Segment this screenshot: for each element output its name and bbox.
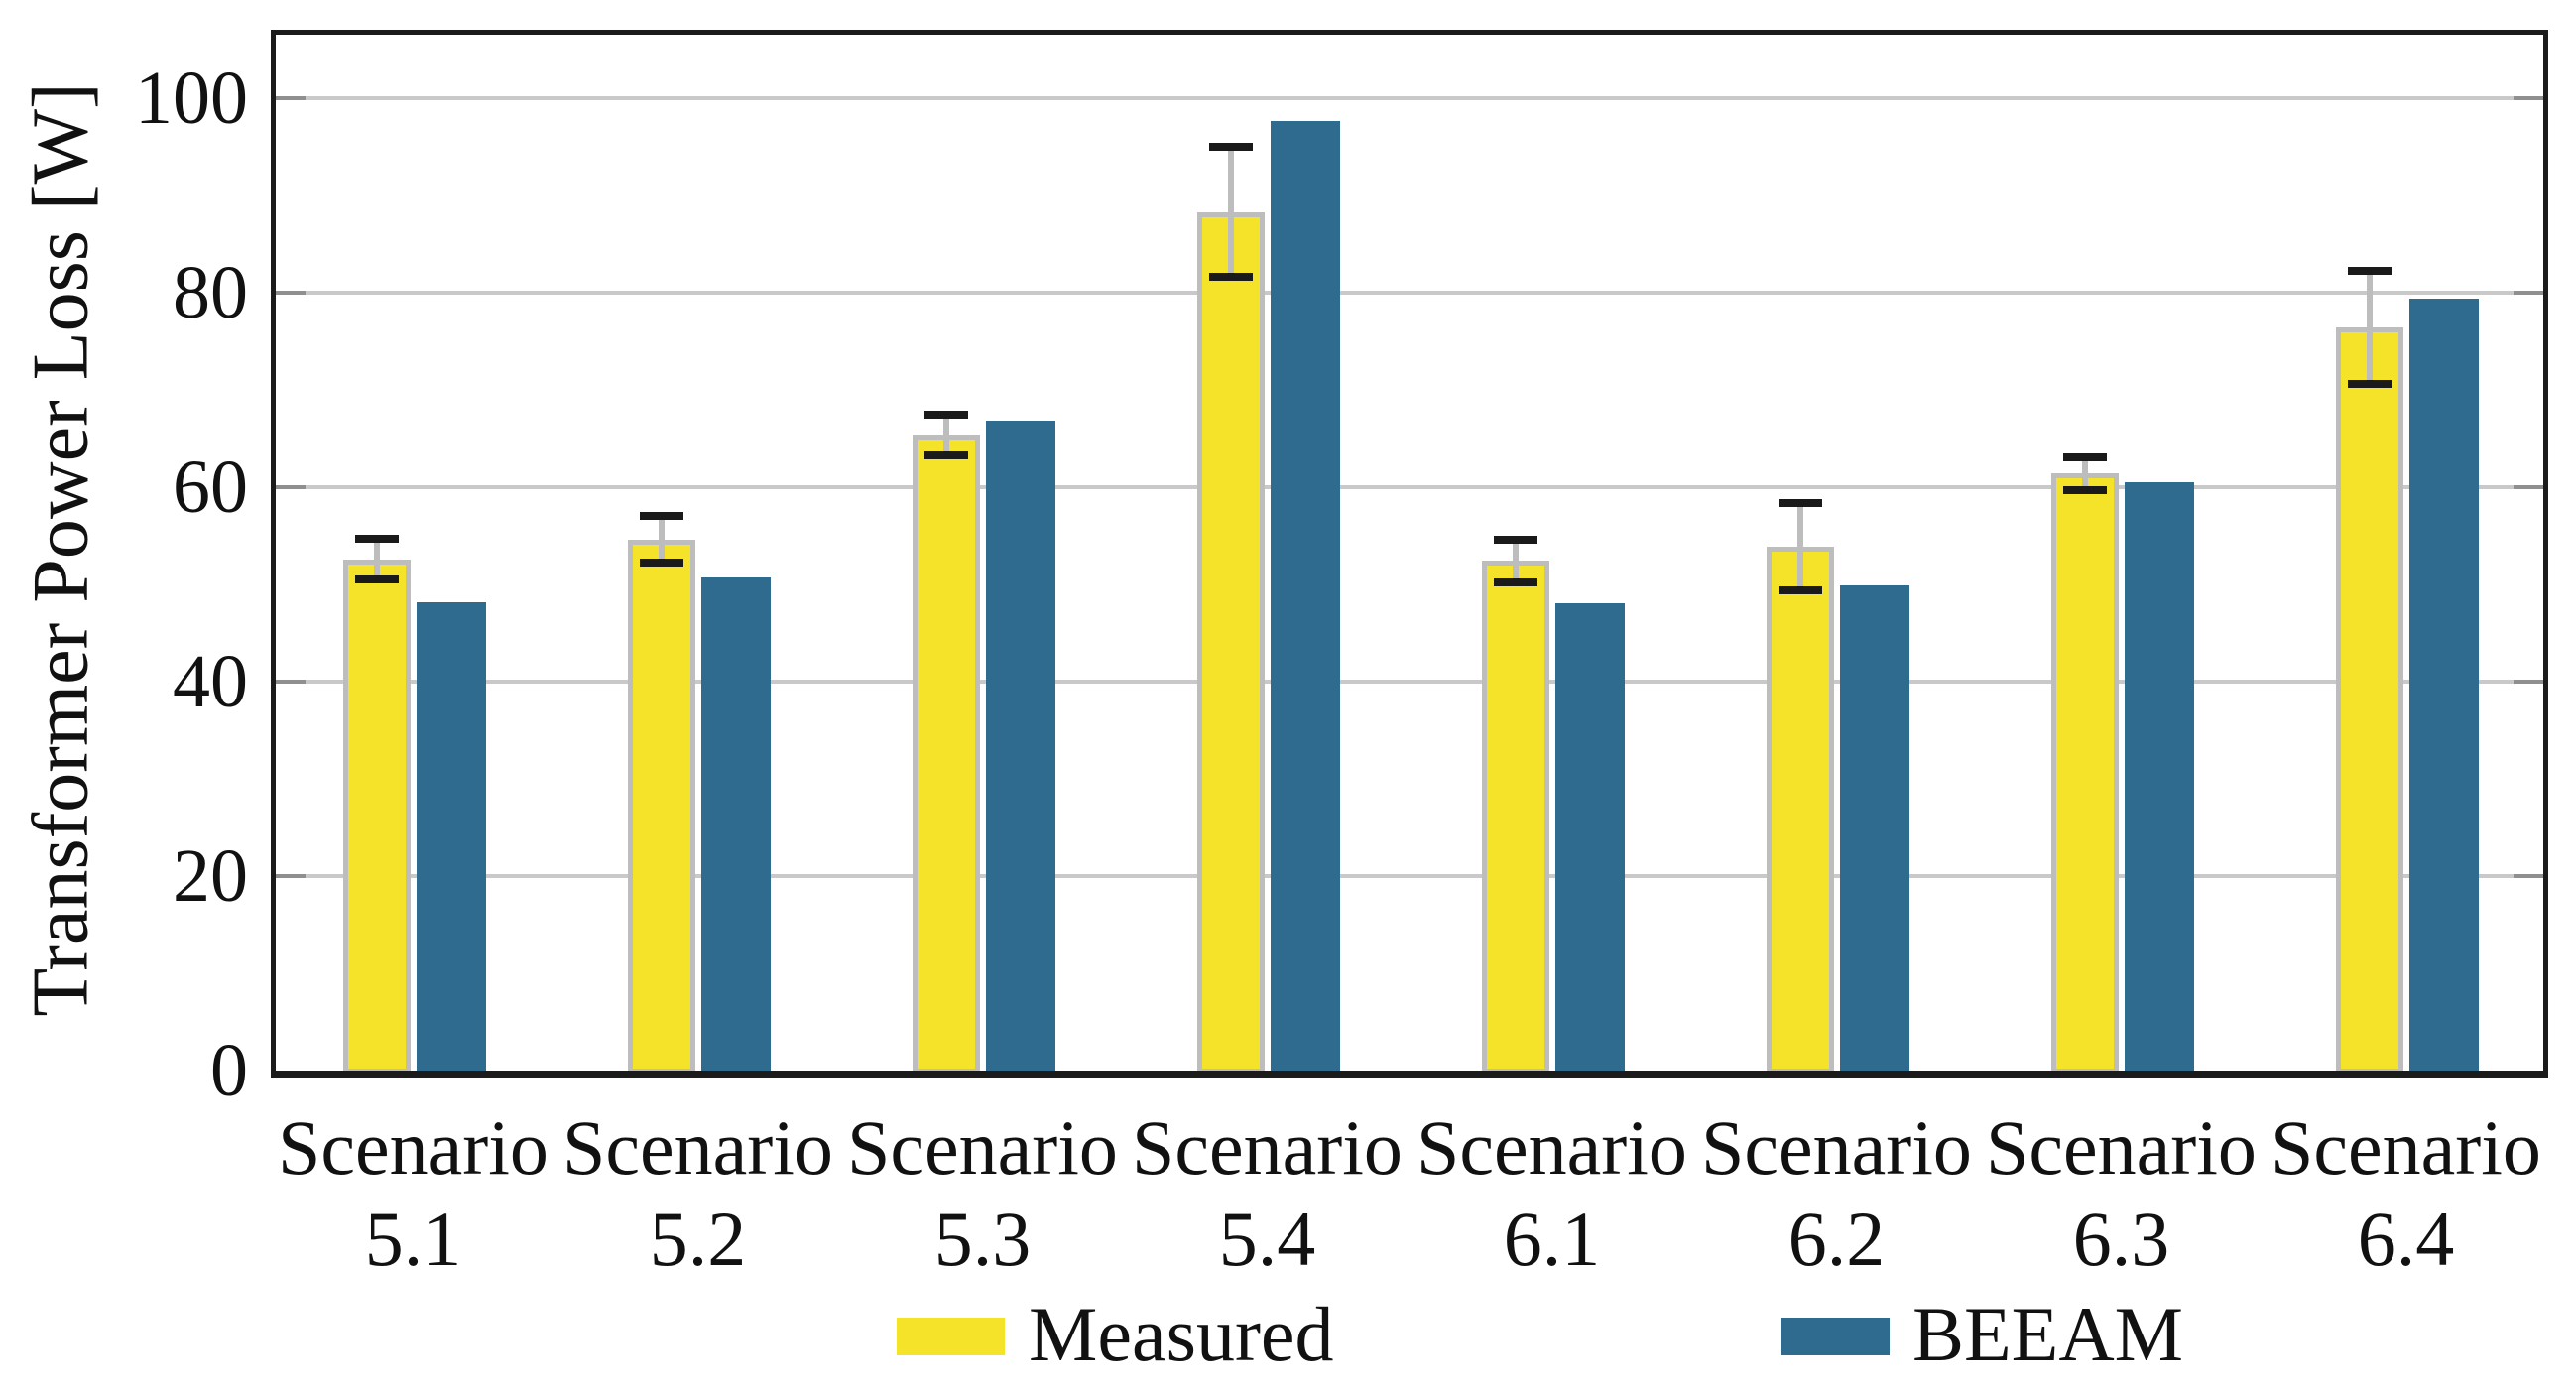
x-label-5.2: Scenario 5.2 <box>540 1102 857 1285</box>
x-label-line2: 5.3 <box>933 1196 1032 1282</box>
x-label-line1: Scenario <box>847 1104 1118 1191</box>
x-label-5.3: Scenario 5.3 <box>824 1102 1142 1285</box>
x-label-line2: 5.4 <box>1218 1196 1316 1282</box>
error-cap-top-6.4 <box>2347 267 2392 276</box>
y-tick-label-20: 20 <box>173 834 248 918</box>
x-label-6.3: Scenario 6.3 <box>1963 1102 2280 1285</box>
x-label-line1: Scenario <box>1701 1104 1972 1191</box>
error-whisker-5.3 <box>942 414 949 455</box>
error-cap-bottom-5.2 <box>639 559 683 568</box>
bar-measured-5.3 <box>912 435 980 1074</box>
x-label-line1: Scenario <box>1986 1104 2257 1191</box>
bar-beeam-6.4 <box>2408 298 2479 1074</box>
error-whisker-5.2 <box>658 516 665 564</box>
left-tick-80 <box>276 291 306 295</box>
error-cap-bottom-5.3 <box>923 450 968 459</box>
x-label-5.1: Scenario 5.1 <box>255 1102 572 1285</box>
error-cap-bottom-6.1 <box>1493 578 1537 587</box>
bar-measured-5.1 <box>342 559 411 1074</box>
bar-measured-5.4 <box>1196 211 1265 1074</box>
left-tick-20 <box>276 874 306 878</box>
x-label-5.4: Scenario 5.4 <box>1109 1102 1426 1285</box>
x-label-line2: 6.2 <box>1787 1196 1886 1282</box>
error-cap-top-5.2 <box>639 512 683 521</box>
left-tick-60 <box>276 485 306 489</box>
error-cap-top-6.1 <box>1493 535 1537 544</box>
gridline-100 <box>276 96 2543 100</box>
error-cap-top-5.1 <box>354 534 399 543</box>
bar-beeam-5.1 <box>416 601 486 1074</box>
error-whisker-6.3 <box>2081 456 2088 490</box>
legend-swatch-beeam <box>1781 1318 1890 1355</box>
y-tick-label-100: 100 <box>135 57 248 140</box>
y-tick-label-60: 60 <box>173 445 248 529</box>
x-label-6.2: Scenario 6.2 <box>1678 1102 1996 1285</box>
bar-beeam-5.2 <box>700 577 771 1074</box>
bar-measured-6.3 <box>2050 473 2119 1074</box>
bar-measured-6.1 <box>1481 561 1549 1074</box>
x-label-line1: Scenario <box>1132 1104 1403 1191</box>
left-tick-40 <box>276 680 306 684</box>
error-cap-top-5.3 <box>923 410 968 419</box>
right-tick-60 <box>2514 485 2543 489</box>
gridline-40 <box>276 680 2543 684</box>
right-tick-40 <box>2514 680 2543 684</box>
error-whisker-6.1 <box>1512 539 1519 583</box>
gridline-20 <box>276 874 2543 878</box>
x-label-line2: 5.1 <box>364 1196 462 1282</box>
legend-label-beeam: BEEAM <box>1912 1291 2183 1377</box>
error-whisker-5.1 <box>373 538 380 580</box>
x-label-line2: 6.4 <box>2357 1196 2455 1282</box>
x-label-line2: 5.2 <box>649 1196 747 1282</box>
x-label-6.1: Scenario 6.1 <box>1394 1102 1711 1285</box>
right-tick-20 <box>2514 874 2543 878</box>
error-cap-top-6.3 <box>2062 452 2107 461</box>
error-cap-top-6.2 <box>1778 498 1822 507</box>
legend-label-measured: Measured <box>1029 1291 1334 1377</box>
left-tick-100 <box>276 96 306 100</box>
x-label-line2: 6.3 <box>2072 1196 2170 1282</box>
bar-beeam-5.3 <box>985 421 1055 1074</box>
error-cap-bottom-6.2 <box>1778 585 1822 594</box>
gridline-60 <box>276 485 2543 489</box>
bar-beeam-5.4 <box>1270 120 1340 1074</box>
y-tick-label-80: 80 <box>173 251 248 334</box>
y-tick-label-0: 0 <box>210 1029 248 1112</box>
error-cap-bottom-6.4 <box>2347 380 2392 389</box>
bar-beeam-6.1 <box>1554 602 1625 1074</box>
bar-beeam-6.2 <box>1839 584 1909 1074</box>
x-label-line1: Scenario <box>278 1104 549 1191</box>
error-cap-bottom-5.1 <box>354 575 399 584</box>
x-label-line1: Scenario <box>1416 1104 1687 1191</box>
right-tick-100 <box>2514 96 2543 100</box>
error-whisker-6.4 <box>2366 271 2373 385</box>
bar-measured-6.4 <box>2335 327 2403 1074</box>
y-axis-title: Transformer Power Loss [W] <box>17 82 105 1017</box>
plot-frame <box>271 30 2548 1078</box>
error-cap-bottom-6.3 <box>2062 485 2107 494</box>
y-tick-label-40: 40 <box>173 640 248 723</box>
error-whisker-5.4 <box>1227 147 1234 278</box>
right-tick-80 <box>2514 291 2543 295</box>
x-label-line1: Scenario <box>562 1104 833 1191</box>
error-cap-bottom-5.4 <box>1208 273 1253 282</box>
x-label-6.4: Scenario 6.4 <box>2248 1102 2565 1285</box>
error-cap-top-5.4 <box>1208 143 1253 151</box>
x-label-line1: Scenario <box>2270 1104 2541 1191</box>
x-label-line2: 6.1 <box>1503 1196 1601 1282</box>
legend-swatch-measured <box>897 1318 1005 1355</box>
gridline-80 <box>276 291 2543 295</box>
bar-beeam-6.3 <box>2124 482 2194 1074</box>
error-whisker-6.2 <box>1796 502 1803 590</box>
